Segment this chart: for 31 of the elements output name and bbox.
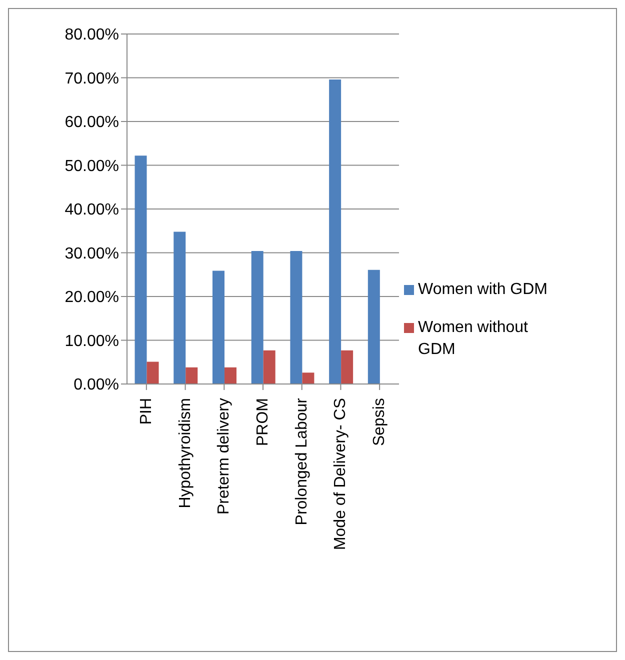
y-tick-label: 60.00% <box>64 114 119 132</box>
x-tick-label: Sepsis <box>371 398 388 446</box>
y-tick-label: 50.00% <box>64 158 119 175</box>
y-tick-label: 20.00% <box>64 289 119 306</box>
bar <box>368 270 380 384</box>
y-tick-label: 70.00% <box>64 70 119 88</box>
bar <box>146 362 159 384</box>
y-tick-label: 80.00% <box>64 26 119 44</box>
x-tick-label: PROM <box>254 398 272 446</box>
y-tick-label: 40.00% <box>64 202 119 219</box>
bar <box>212 270 224 384</box>
legend-label: Women with GDM <box>418 280 548 300</box>
y-tick-label: 0.00% <box>74 376 119 394</box>
bar <box>186 367 198 384</box>
bar <box>251 251 264 384</box>
y-tick-label: 10.00% <box>64 332 119 350</box>
x-tick-label: Prolonged Labour <box>293 397 310 526</box>
x-tick-label: Hypothyroidism <box>176 398 194 508</box>
bar <box>341 350 354 384</box>
bar <box>134 156 147 384</box>
bar <box>224 367 236 384</box>
bar <box>290 251 302 384</box>
x-tick-label: Preterm delivery <box>216 398 233 514</box>
y-tick-label: 30.00% <box>64 245 119 262</box>
bar <box>329 80 342 384</box>
bar <box>174 232 186 384</box>
x-tick-label: Mode of Delivery- CS <box>332 398 350 550</box>
x-tick-label: PIH <box>138 398 155 425</box>
bar <box>302 372 314 384</box>
legend-label: Women without GDM <box>418 318 529 360</box>
bar <box>263 350 276 384</box>
